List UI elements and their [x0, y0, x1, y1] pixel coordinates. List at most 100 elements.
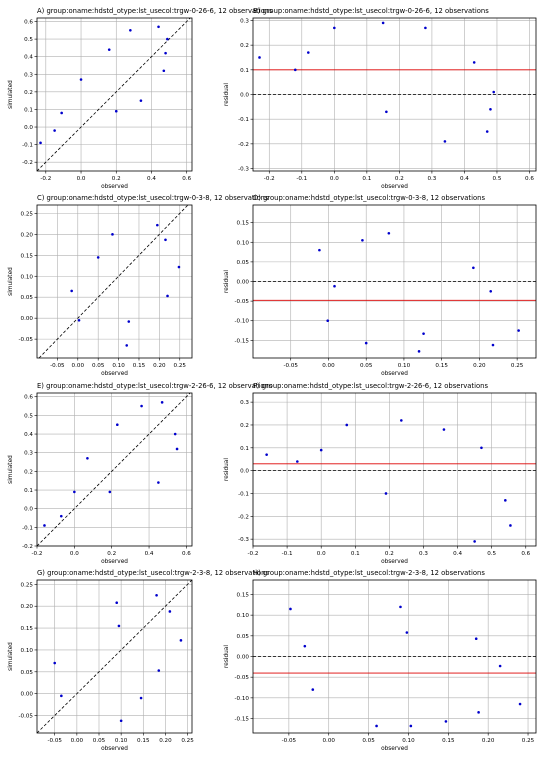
y-axis-label: simulated	[8, 642, 14, 671]
y-tick-label: 0.0	[240, 93, 249, 99]
x-axis-label: observed	[101, 559, 128, 565]
x-tick-label: 0.10	[115, 738, 128, 744]
y-tick-label: 0.0	[240, 469, 249, 475]
x-tick-label: 0.10	[402, 738, 415, 744]
data-point	[70, 289, 73, 293]
y-tick-label: 0.2	[240, 43, 249, 49]
data-point	[472, 61, 476, 64]
x-tick-label: 0.00	[72, 363, 85, 369]
data-point	[265, 453, 268, 456]
y-tick-label: 0.1	[24, 107, 33, 113]
y-axis-label: residual	[224, 458, 230, 481]
y-tick-label: 0.3	[240, 400, 249, 406]
y-axis-label: residual	[224, 645, 230, 668]
y-tick-label: 0.10	[237, 240, 250, 246]
y-tick-label: 0.1	[240, 446, 249, 452]
data-point	[160, 401, 164, 404]
data-point	[485, 130, 489, 133]
data-point	[289, 607, 292, 611]
data-point	[43, 524, 46, 527]
one-to-one-line	[38, 205, 189, 358]
data-point	[77, 318, 81, 322]
y-tick-label: 0.0	[24, 125, 33, 131]
x-tick-label: 0.6	[182, 176, 191, 182]
y-tick-label: -0.05	[235, 675, 250, 681]
panel-d: D) group:oname:hdstd_otype:lst_usecol:tr…	[224, 194, 537, 377]
x-tick-label: 0.05	[92, 363, 105, 369]
panel-title: D) group:oname:hdstd_otype:lst_usecol:tr…	[253, 194, 485, 202]
y-axis-label: simulated	[8, 80, 14, 109]
y-tick-label: 0.10	[21, 274, 34, 280]
y-tick-label: -0.15	[235, 717, 250, 723]
data-point	[333, 284, 336, 288]
y-tick-label: 0.0	[24, 507, 33, 513]
y-tick-label: 0.25	[21, 582, 34, 588]
y-tick-label: 0.10	[237, 613, 250, 619]
data-point	[117, 624, 121, 628]
y-tick-label: 0.05	[237, 260, 250, 266]
data-point	[162, 69, 166, 73]
y-tick-label: -0.05	[19, 337, 34, 343]
y-tick-label: 0.15	[21, 253, 34, 259]
x-tick-label: 0.20	[482, 738, 495, 744]
plot-frame	[36, 579, 193, 734]
y-tick-label: 0.05	[237, 634, 250, 640]
x-tick-label: 0.1	[362, 176, 371, 182]
x-tick-label: 0.00	[322, 738, 335, 744]
y-tick-label: -0.2	[22, 544, 33, 550]
y-axis-label: residual	[224, 83, 230, 106]
y-tick-label: -0.15	[235, 338, 250, 344]
plot-frame	[252, 392, 537, 547]
data-point	[139, 696, 143, 700]
panel-title: A) group:oname:hdstd_otype:lst_usecol:tr…	[37, 7, 273, 15]
data-point	[155, 594, 158, 597]
data-point	[157, 481, 160, 484]
x-tick-label: 0.6	[525, 176, 534, 182]
panel-h: H) group:oname:hdstd_otype:lst_usecol:tr…	[224, 569, 537, 752]
x-tick-label: -0.2	[32, 551, 43, 557]
x-tick-label: -0.1	[296, 176, 307, 182]
y-tick-label: 0.00	[21, 316, 34, 322]
y-tick-label: -0.2	[238, 142, 249, 148]
x-tick-label: 0.00	[322, 363, 335, 369]
one-to-one-line	[37, 18, 191, 171]
x-tick-label: 0.15	[442, 738, 455, 744]
data-point	[177, 265, 181, 269]
x-tick-label: -0.05	[282, 738, 297, 744]
x-tick-label: 0.20	[153, 363, 166, 369]
y-tick-label: 0.6	[24, 20, 33, 26]
y-axis-label: residual	[224, 270, 230, 293]
x-axis-label: observed	[101, 746, 128, 752]
data-point	[361, 239, 364, 242]
y-tick-label: 0.4	[24, 55, 33, 61]
data-point	[326, 319, 330, 323]
x-tick-label: 0.5	[487, 551, 496, 557]
data-point	[306, 51, 310, 54]
x-tick-label: 0.25	[174, 363, 187, 369]
x-tick-label: 0.05	[360, 363, 373, 369]
data-point	[498, 664, 502, 668]
data-point	[385, 110, 388, 114]
y-tick-label: 0.05	[21, 670, 34, 676]
data-point	[125, 344, 129, 347]
data-point	[108, 490, 112, 494]
panel-g: G) group:oname:hdstd_otype:lst_usecol:tr…	[8, 569, 269, 752]
x-tick-label: 0.15	[133, 363, 146, 369]
y-tick-label: 0.10	[21, 648, 34, 654]
data-point	[166, 294, 169, 298]
data-point	[296, 460, 299, 463]
x-tick-label: 0.4	[460, 176, 469, 182]
y-tick-label: -0.10	[235, 696, 250, 702]
x-tick-label: -0.2	[40, 176, 51, 182]
x-tick-label: 0.4	[145, 551, 154, 557]
data-point	[114, 109, 118, 113]
x-tick-label: 0.10	[398, 363, 411, 369]
panel-c: C) group:oname:hdstd_otype:lst_usecol:tr…	[8, 194, 269, 377]
x-tick-label: -0.05	[283, 363, 298, 369]
x-tick-label: 0.1	[351, 551, 360, 557]
data-point	[442, 428, 446, 431]
x-tick-label: -0.05	[50, 363, 65, 369]
panel-b: B) group:oname:hdstd_otype:lst_usecol:tr…	[224, 7, 537, 190]
data-point	[107, 48, 111, 51]
data-point	[157, 669, 161, 672]
